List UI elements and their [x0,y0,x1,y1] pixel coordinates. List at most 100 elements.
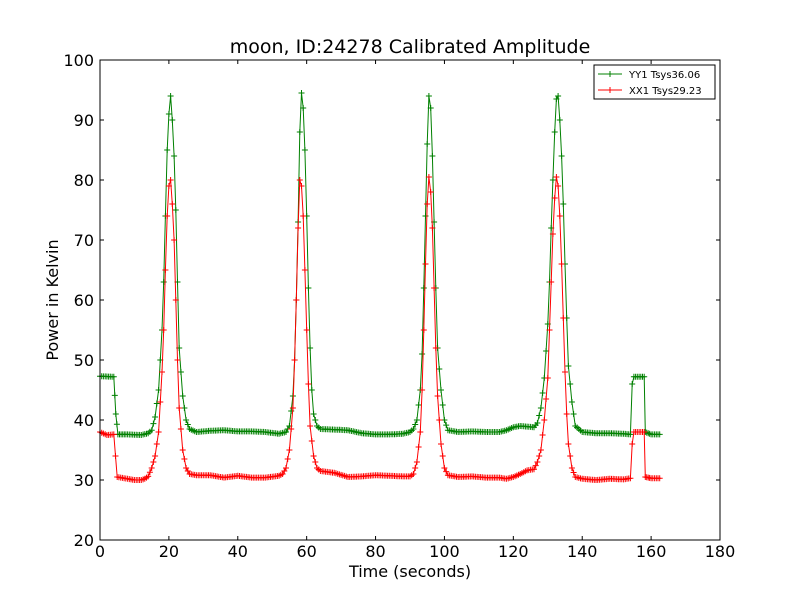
data-point-marker [415,402,422,408]
data-point-marker [184,421,191,428]
data-point-marker [422,261,429,267]
data-point-marker [110,431,117,438]
data-point-marker [412,465,419,471]
data-point-marker [553,174,560,180]
data-point-marker [425,93,432,99]
data-point-marker [543,396,550,402]
data-point-marker [310,453,317,459]
data-point-marker [539,390,546,396]
data-point-marker [183,417,190,423]
data-point-marker [439,402,446,408]
data-point-marker [422,213,429,219]
data-point-marker [305,381,312,387]
y-tick-label: 70 [74,231,94,250]
data-point-marker [169,117,176,123]
data-point-marker [145,473,152,480]
data-point-marker [296,129,303,135]
data-point-marker [300,213,307,219]
data-point-marker [153,400,160,407]
data-point-marker [295,225,302,231]
data-point-marker [420,285,427,291]
data-point-marker [419,351,426,357]
data-point-marker [548,279,555,285]
data-point-marker [413,417,420,423]
data-point-marker [629,441,636,447]
legend-label: YY1 Tsys36.06 [628,70,700,81]
data-point-marker [567,381,574,387]
data-point-marker [298,183,305,189]
data-point-marker [410,426,417,432]
data-point-marker [286,447,293,453]
data-point-marker [150,420,157,427]
data-point-marker [160,327,167,333]
data-point-marker [179,447,186,453]
y-tick-label: 100 [63,51,94,70]
data-point-marker [412,421,419,428]
data-point-marker [531,466,537,473]
data-point-marker [560,201,567,207]
data-point-marker [177,426,184,432]
data-point-marker [532,462,539,469]
data-point-marker [536,412,543,419]
data-point-marker [417,429,424,435]
data-point-marker [555,93,562,99]
data-point-marker [303,327,310,333]
data-point-marker [419,387,426,393]
data-point-marker [181,405,188,411]
data-point-marker [159,369,165,375]
data-point-marker [312,459,319,465]
y-tick-label: 40 [74,411,94,430]
data-point-marker [169,201,176,207]
data-point-marker [167,177,174,183]
data-point-marker [307,345,314,351]
data-point-marker [443,468,450,475]
data-point-marker [629,381,636,387]
data-point-marker [410,471,417,477]
data-point-marker [289,405,296,411]
data-point-marker [549,231,556,237]
data-point-marker [537,447,544,453]
legend-label: XX1 Tsys29.23 [629,86,702,97]
chart-title: moon, ID:24278 Calibrated Amplitude [230,36,591,58]
data-point-marker [436,366,443,372]
data-point-marker [565,363,572,369]
data-point-marker [157,399,164,405]
data-point-marker [427,189,434,195]
data-point-marker [179,393,186,399]
data-point-marker [558,153,565,159]
data-point-marker [563,411,570,417]
data-point-marker [291,357,298,363]
data-point-marker [438,441,444,447]
data-point-marker [562,369,568,375]
x-tick-label: 140 [567,542,598,561]
data-point-marker [305,285,312,291]
data-point-marker [558,261,565,267]
data-point-marker [148,465,155,471]
data-point-marker [301,267,308,273]
data-point-marker [543,348,550,354]
x-tick-label: 20 [159,542,179,561]
y-tick-label: 30 [74,471,94,490]
y-tick-label: 80 [74,171,94,190]
data-point-marker [171,237,178,243]
legend-marker [607,71,613,77]
data-point-marker [111,392,118,399]
plot-area-frame [99,59,721,541]
data-point-marker [537,405,544,411]
legend-entries: YY1 Tsys36.06 XX1 Tsys29.23 [598,70,702,97]
data-point-marker [164,147,171,153]
data-point-marker [165,183,172,189]
data-point-marker [171,153,178,159]
x-tick-label: 180 [705,542,736,561]
data-point-marker [568,399,575,405]
y-tick-label: 50 [74,351,94,370]
data-point-marker [656,431,663,438]
data-point-marker [165,111,172,117]
data-point-marker [152,414,159,420]
data-point-marker [627,431,634,438]
data-point-marker [420,327,427,333]
data-point-marker [283,465,289,471]
data-point-marker [308,438,315,444]
data-point-marker [288,426,295,432]
data-point-marker [534,459,541,465]
